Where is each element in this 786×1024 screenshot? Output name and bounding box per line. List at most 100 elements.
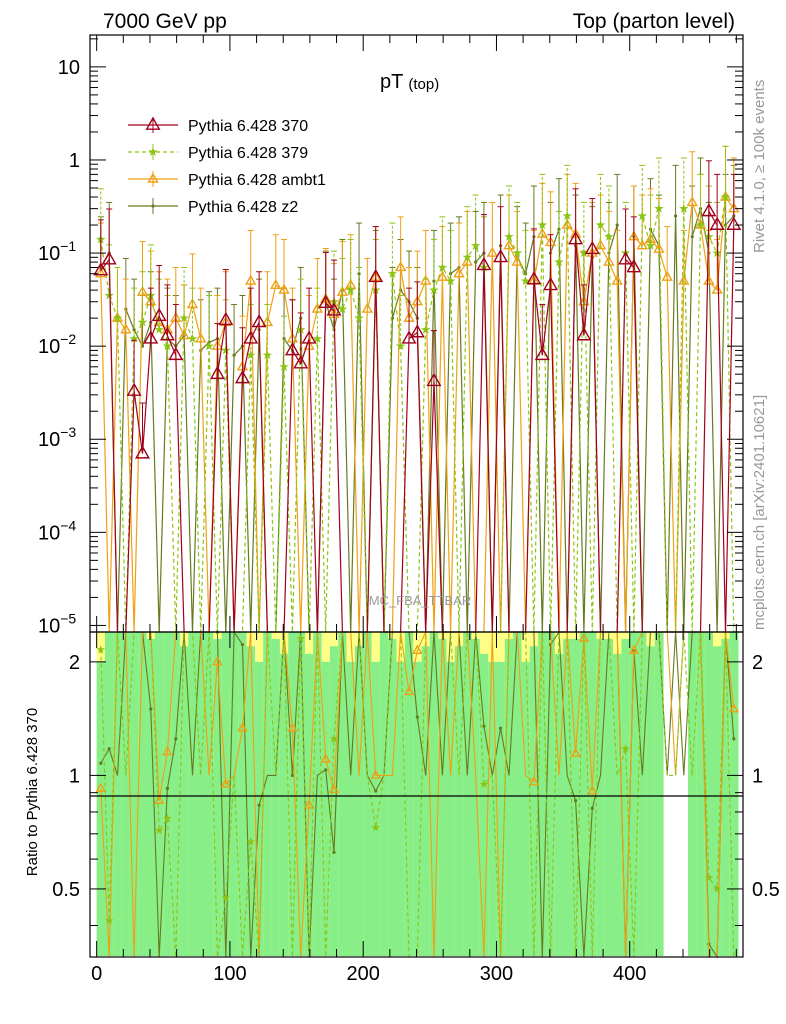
- legend-label: Pythia 6.428 370: [188, 118, 308, 135]
- data-point: [637, 211, 647, 221]
- data-point: [595, 220, 606, 230]
- data-point: [711, 283, 723, 294]
- data-point: [695, 220, 706, 230]
- data-point: [528, 775, 540, 786]
- data-point: [486, 246, 499, 257]
- ratio-line: [100, 631, 735, 958]
- ratio-band-green: [413, 661, 422, 956]
- ratio-band-green: [363, 632, 372, 956]
- axis-ticks: 10 1 10−1 10−2 10−3 10−4 10−5 0 100 200 300 400 2 2 1 1…: [38, 35, 780, 985]
- ratio-band-green: [313, 632, 323, 956]
- data-point: [278, 283, 290, 294]
- data-point: [661, 270, 673, 281]
- data-point: [168, 346, 184, 361]
- data-point: [318, 294, 334, 309]
- ratio-band-green: [188, 632, 198, 956]
- ratio-band-green: [613, 653, 622, 956]
- data-point: [126, 382, 142, 396]
- data-point: [354, 313, 364, 323]
- data-point: [479, 780, 489, 789]
- data-point: [284, 341, 300, 356]
- ratio-band-green: [488, 661, 497, 956]
- data-point: [720, 192, 731, 202]
- y-tick-label: 1: [69, 150, 80, 172]
- ratio-band-green: [213, 638, 223, 956]
- rivet-label: Rivet 4.1.0, ≥ 100k events: [751, 80, 768, 253]
- ratio-band-green: [96, 661, 106, 956]
- data-point: [93, 262, 109, 276]
- data-point: [453, 267, 465, 278]
- x-tick-label: 200: [347, 963, 380, 985]
- data-point: [246, 837, 255, 846]
- data-point: [520, 276, 531, 286]
- ratio-tick-label-left: 1: [69, 765, 80, 787]
- data-point: [303, 799, 315, 809]
- data-point: [324, 768, 328, 772]
- data-point: [412, 644, 423, 654]
- data-point: [174, 737, 178, 741]
- ratio-band-green: [388, 638, 398, 956]
- data-point: [99, 761, 103, 765]
- legend-label: Pythia 6.428 z2: [188, 199, 298, 216]
- data-point: [445, 276, 456, 286]
- data-point: [218, 311, 234, 326]
- data-point: [153, 794, 165, 805]
- ratio-band-green: [504, 638, 514, 956]
- y-tick-label: 10−3: [38, 424, 76, 451]
- x-tick-label: 300: [480, 963, 513, 985]
- data-point: [415, 715, 419, 719]
- ratio-band-green: [279, 653, 289, 956]
- data-point: [526, 271, 542, 285]
- x-tick-label: 0: [91, 963, 102, 985]
- data-point: [101, 251, 117, 265]
- data-point: [703, 274, 715, 285]
- ratio-band-green: [546, 632, 556, 956]
- data-point: [374, 789, 378, 793]
- data-point: [728, 703, 740, 713]
- ratio-band-green: [229, 632, 239, 956]
- y-tick-label: 10−2: [38, 331, 76, 358]
- data-point: [148, 147, 158, 156]
- ratio-band-green: [404, 632, 414, 956]
- data-point: [436, 270, 449, 281]
- data-point: [204, 341, 214, 351]
- ratio-band-green: [105, 632, 114, 956]
- data-point: [395, 341, 406, 351]
- ratio-band-green: [521, 661, 531, 956]
- data-point: [345, 285, 356, 295]
- data-point: [104, 290, 114, 300]
- data-point: [368, 268, 384, 283]
- data-point: [329, 734, 339, 743]
- data-point: [576, 327, 592, 341]
- ratio-band-green: [712, 646, 722, 956]
- ratio-band-green: [421, 646, 431, 956]
- data-point: [686, 195, 698, 207]
- data-point: [709, 216, 725, 230]
- data-point: [135, 445, 151, 459]
- data-point: [370, 769, 381, 779]
- data-point: [96, 645, 106, 654]
- data-point: [336, 285, 349, 296]
- data-point: [594, 239, 607, 250]
- data-point: [151, 307, 167, 322]
- ratio-line: [100, 631, 735, 958]
- ratio-band-green: [321, 661, 331, 956]
- data-point: [568, 231, 584, 245]
- ratio-tick-label-right: 0.5: [752, 879, 780, 901]
- data-point: [104, 916, 114, 925]
- ratio-band-green: [496, 661, 506, 956]
- data-point: [503, 239, 515, 250]
- data-point: [361, 302, 374, 313]
- ratio-band-green: [179, 646, 189, 956]
- data-point: [326, 302, 342, 316]
- ratio-band-green: [621, 638, 631, 956]
- main-series-layer: [93, 145, 742, 633]
- ratio-band-green: [688, 632, 697, 956]
- data-point: [512, 248, 522, 258]
- data-point: [584, 240, 600, 255]
- data-point: [221, 345, 231, 355]
- data-point: [673, 214, 678, 218]
- ratio-band-green: [171, 632, 181, 956]
- data-point: [678, 274, 690, 285]
- data-point: [387, 268, 398, 278]
